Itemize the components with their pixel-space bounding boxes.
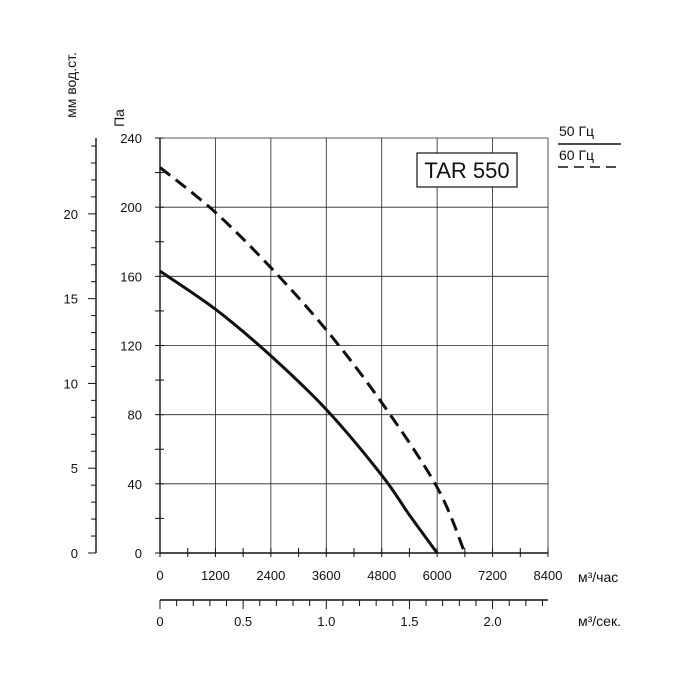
curves xyxy=(159,166,467,554)
x-secondary-tick-label: 1.0 xyxy=(317,614,335,629)
y-unit-secondary: мм вод.ст. xyxy=(63,52,79,118)
axes xyxy=(88,137,549,609)
x-tick-label: 7200 xyxy=(478,568,507,583)
y-tick-label: 0 xyxy=(135,546,142,561)
chart-title: TAR 550 xyxy=(424,158,509,183)
model-label-box: TAR 550 xyxy=(416,152,518,188)
legend-label-50hz: 50 Гц xyxy=(559,123,594,139)
curve-60hz xyxy=(159,166,467,554)
y-secondary-tick-label: 5 xyxy=(71,461,78,476)
x-tick-label: 4800 xyxy=(367,568,396,583)
x-tick-label: 3600 xyxy=(312,568,341,583)
y-tick-label: 240 xyxy=(120,131,142,146)
x-unit-secondary: м³/сек. xyxy=(578,613,621,629)
legend: 50 Гц 60 Гц xyxy=(558,123,621,168)
tick-labels: 0 1200 2400 3600 4800 6000 7200 840004080120160… xyxy=(64,131,563,629)
curve-50hz xyxy=(159,269,439,554)
legend-label-60hz: 60 Гц xyxy=(559,147,594,163)
x-tick-label: 8400 xyxy=(534,568,563,583)
x-tick-label: 0 xyxy=(156,568,163,583)
x-secondary-tick-label: 1.5 xyxy=(400,614,418,629)
y-secondary-tick-label: 0 xyxy=(71,546,78,561)
x-secondary-tick-label: 2.0 xyxy=(484,614,502,629)
y-secondary-tick-label: 15 xyxy=(64,292,78,307)
x-tick-label: 2400 xyxy=(256,568,285,583)
y-tick-label: 160 xyxy=(120,269,142,284)
x-secondary-tick-label: 0 xyxy=(156,614,163,629)
x-unit-primary: м³/час xyxy=(578,569,618,585)
x-tick-label: 1200 xyxy=(201,568,230,583)
y-unit-primary: Па xyxy=(111,109,127,127)
x-secondary-tick-label: 0.5 xyxy=(234,614,252,629)
y-tick-label: 200 xyxy=(120,200,142,215)
grid xyxy=(160,137,549,553)
y-secondary-tick-label: 20 xyxy=(64,207,78,222)
y-tick-label: 120 xyxy=(120,339,142,354)
y-tick-label: 80 xyxy=(128,408,142,423)
y-secondary-tick-label: 10 xyxy=(64,376,78,391)
y-tick-label: 40 xyxy=(128,477,142,492)
x-tick-label: 6000 xyxy=(423,568,452,583)
